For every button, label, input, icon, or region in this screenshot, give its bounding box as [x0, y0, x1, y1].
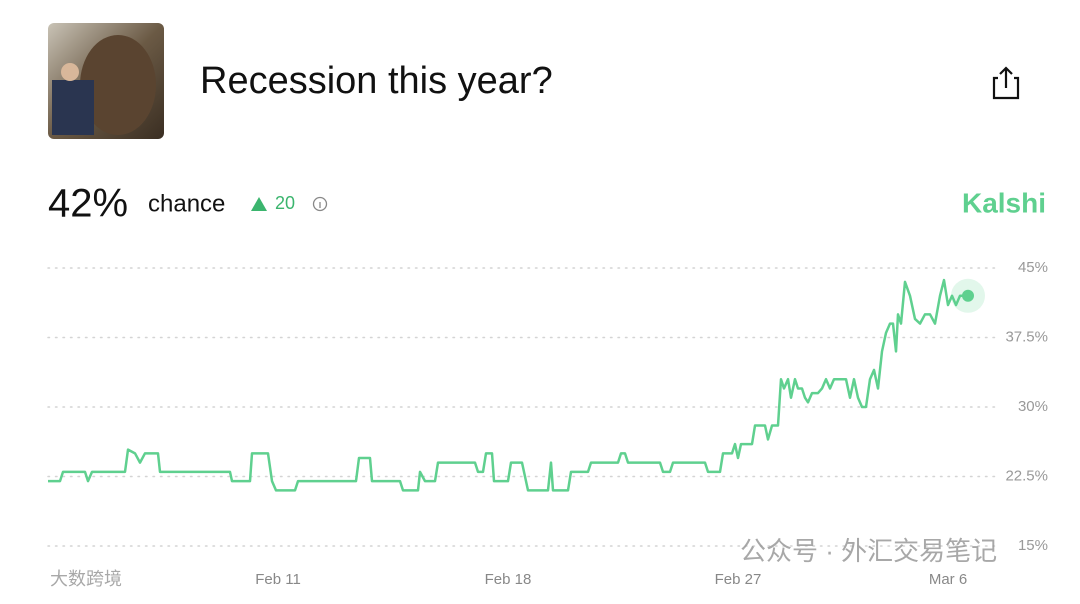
y-tick-label: 22.5%	[1005, 467, 1048, 484]
plot: 15% 22.5% 30% 37.5% 45% Feb 11 Feb 18 Feb 27 Mar…	[47, 259, 1048, 588]
brand: Kalshi	[962, 187, 1046, 218]
up-arrow	[251, 197, 267, 211]
price-line	[48, 278, 968, 492]
x-tick-label: Feb 11	[255, 571, 301, 588]
y-tick-label: 15%	[1018, 537, 1048, 554]
y-tick-label: 45%	[1018, 259, 1048, 276]
watermark: 公众号 · 外汇交易笔记	[740, 536, 997, 566]
market-image	[48, 23, 164, 139]
current-point	[962, 289, 974, 302]
x-tick-label: Feb 27	[715, 571, 762, 588]
chance-value: 42%	[48, 182, 128, 226]
y-tick-label: 30%	[1018, 398, 1048, 415]
x-tick-label: Mar 6	[929, 571, 967, 588]
change-value: 20	[275, 193, 295, 213]
chance-label: chance	[148, 190, 225, 217]
market-title: Recession this year?	[200, 60, 553, 102]
y-tick-label: 37.5%	[1005, 328, 1048, 345]
share-button[interactable]	[992, 66, 1020, 100]
info-icon[interactable]	[312, 196, 328, 212]
x-tick-label: Feb 18	[485, 571, 532, 588]
watermark: 大数跨境	[50, 569, 122, 589]
